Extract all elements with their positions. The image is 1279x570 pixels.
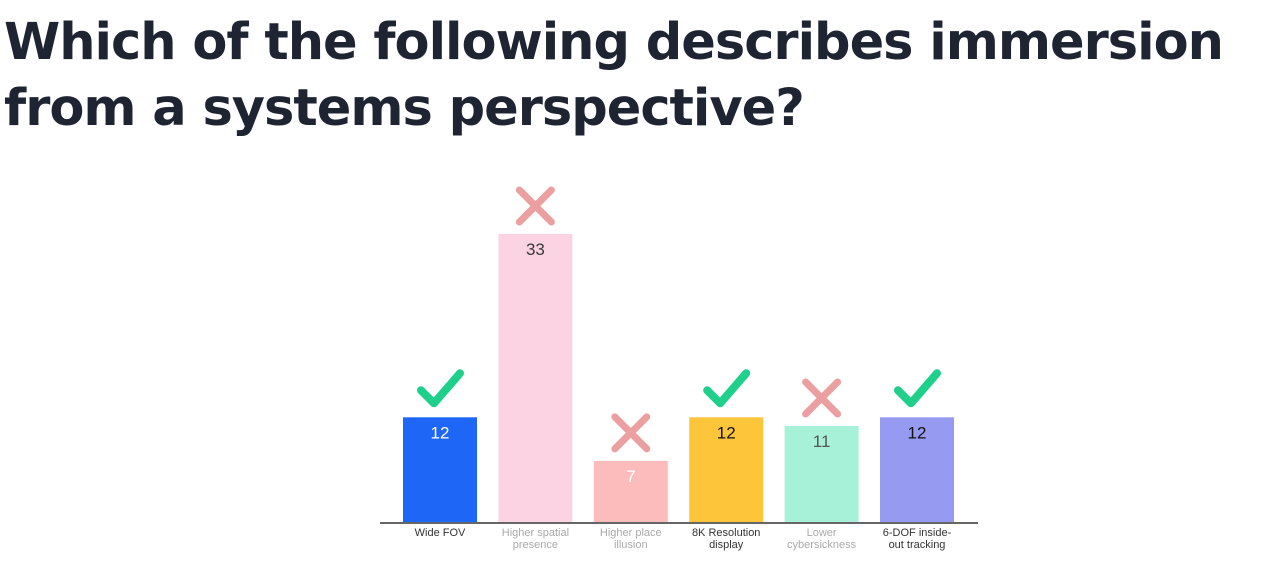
question-line-2: from a systems perspective?: [4, 79, 805, 138]
value-label-5: 12: [908, 423, 927, 442]
incorrect-cross-icon-1: [515, 186, 555, 226]
category-label-1-1: presence: [513, 539, 558, 551]
question-line-1: Which of the following describes immersi…: [4, 13, 1224, 72]
value-label-1: 33: [526, 240, 545, 259]
category-label-2-0: Higher place: [600, 527, 662, 539]
incorrect-cross-icon-4: [802, 378, 842, 418]
value-label-0: 12: [431, 423, 450, 442]
question-title: Which of the following describes immersi…: [4, 10, 1274, 142]
incorrect-cross-icon-2: [611, 413, 651, 453]
bar-0: [403, 417, 477, 522]
bar-3: [689, 417, 764, 522]
correct-check-icon-3: [703, 369, 751, 408]
correct-check-icon-0: [417, 369, 464, 408]
bar-5: [880, 417, 954, 522]
category-label-0-0: Wide FOV: [415, 527, 466, 539]
category-label-4-0: Lower: [807, 527, 837, 539]
category-label-5-1: out tracking: [889, 539, 946, 551]
category-label-2-1: illusion: [614, 539, 648, 551]
category-label-3-1: display: [709, 539, 744, 551]
bar-2: [593, 460, 668, 522]
category-label-4-1: cybersickness: [787, 539, 857, 551]
value-label-2: 7: [626, 467, 635, 486]
category-label-5-0: 6-DOF inside-: [883, 527, 952, 539]
category-label-1-0: Higher spatial: [502, 527, 569, 539]
bar-1: [498, 234, 573, 522]
category-label-3-0: 8K Resolution: [692, 527, 761, 539]
value-label-3: 12: [717, 423, 736, 442]
correct-check-icon-5: [894, 369, 941, 408]
value-label-4: 11: [813, 432, 831, 451]
bar-4: [784, 426, 859, 522]
